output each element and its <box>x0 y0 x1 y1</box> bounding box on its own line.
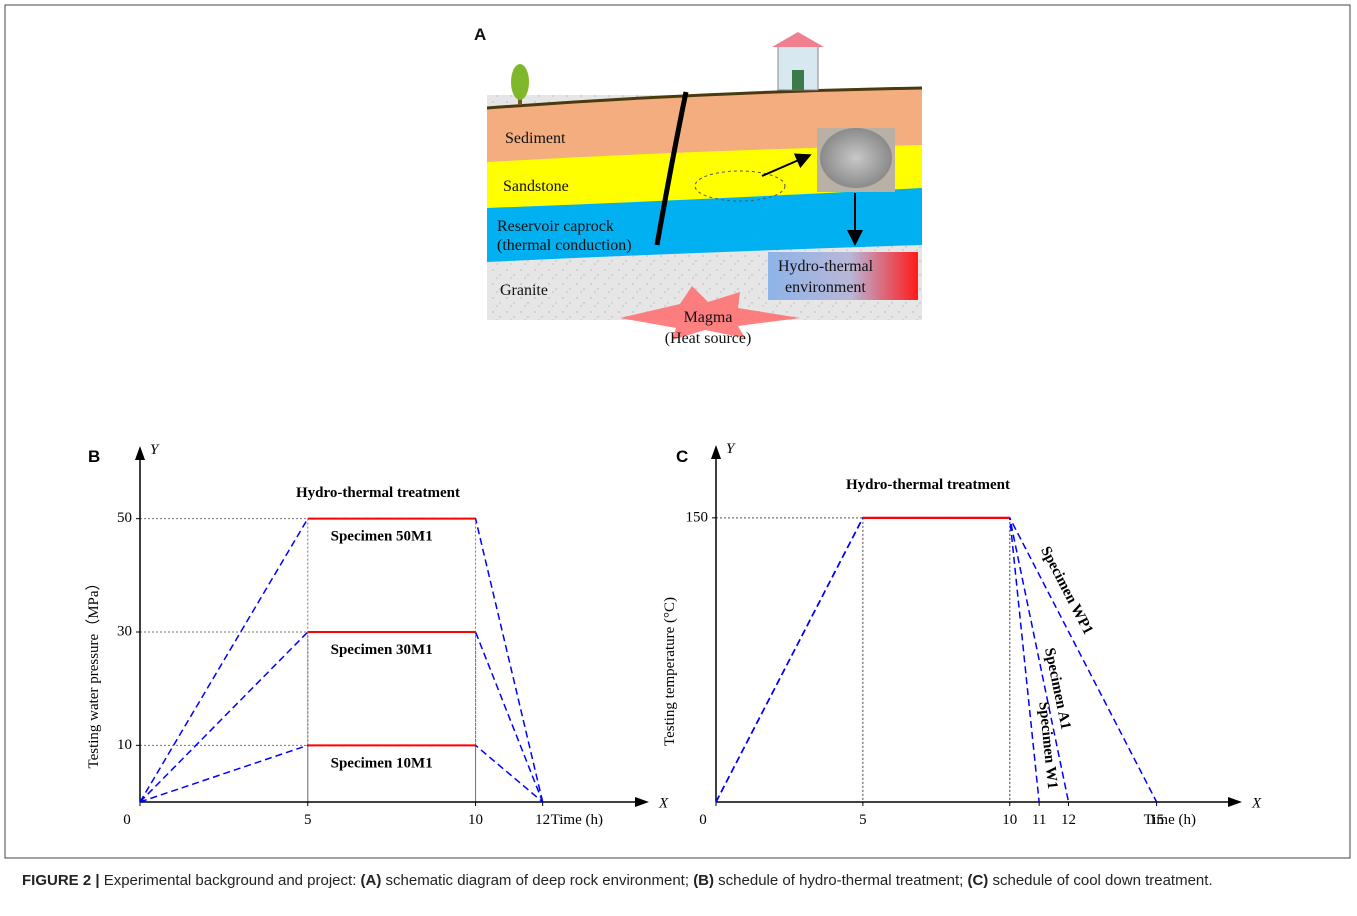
x-tick-label: 0 <box>699 812 707 828</box>
y-axis-name: Y <box>150 442 160 458</box>
y-tick-label: 30 <box>117 623 132 639</box>
page: { "diagram": { "panel_label": "A", "laye… <box>0 0 1357 916</box>
panel-label: B <box>88 447 100 466</box>
x-axis-arrow <box>1228 797 1242 807</box>
x-tick-label: 10 <box>468 812 483 828</box>
caption-part: schedule of cool down treatment. <box>988 872 1212 889</box>
caption-part: schematic diagram of deep rock environme… <box>381 872 693 889</box>
figure: A Sediment Sandstone Reservoir caprock (… <box>0 0 1357 916</box>
caption-part: (A) <box>361 872 382 889</box>
x-axis-name: X <box>658 795 669 811</box>
series-line <box>716 518 1039 802</box>
caption-part: Experimental background and project: <box>100 872 361 889</box>
annotation: Hydro-thermal treatment <box>846 477 1010 493</box>
panel-label: A <box>474 25 486 44</box>
series-label: Specimen WP1 <box>1037 544 1096 637</box>
x-tick-label: 5 <box>859 812 867 828</box>
layer-label: Sandstone <box>503 178 569 195</box>
series-line <box>716 518 1069 802</box>
caption-part: (B) <box>693 872 714 889</box>
source-label: (Heat source) <box>665 330 752 347</box>
x-tick-label: 0 <box>123 812 131 828</box>
house-door <box>792 70 804 90</box>
schematic: A Sediment Sandstone Reservoir caprock (… <box>474 25 922 347</box>
x-tick-label: 11 <box>1032 812 1046 828</box>
y-tick-label: 50 <box>117 510 132 526</box>
y-axis-name: Y <box>726 441 736 457</box>
series-label: Specimen 30M1 <box>331 642 433 658</box>
x-axis-arrow <box>635 797 649 807</box>
y-axis-label: Testing water pressure（MPa） <box>85 575 102 768</box>
series-line <box>140 745 543 802</box>
environment-label: Hydro-thermal <box>778 258 874 275</box>
annotation: Hydro-thermal treatment <box>296 485 460 501</box>
series-label: Specimen 10M1 <box>331 755 433 771</box>
x-tick-label: 15 <box>1149 812 1164 828</box>
source-label: Magma <box>684 309 733 326</box>
y-axis-label: Testing temperature (°C) <box>662 597 678 746</box>
x-tick-label: 5 <box>304 812 312 828</box>
series-label: Specimen 50M1 <box>331 529 433 545</box>
x-tick-label: 10 <box>1002 812 1017 828</box>
y-axis-arrow <box>135 446 145 460</box>
y-axis-arrow <box>711 445 721 459</box>
y-tick-label: 10 <box>117 737 132 753</box>
y-tick-label: 150 <box>686 509 709 525</box>
layer-label: (thermal conduction) <box>497 237 632 254</box>
x-axis-label: Time (h) <box>551 812 603 828</box>
x-tick-label: 12 <box>535 812 550 828</box>
layer-label: Reservoir caprock <box>497 218 614 235</box>
x-tick-label: 12 <box>1061 812 1076 828</box>
panel-label: C <box>676 447 688 466</box>
caption-part: schedule of hydro-thermal treatment; <box>714 872 967 889</box>
tree <box>511 64 529 100</box>
house-roof <box>772 32 824 47</box>
charts: X Y Time (h) Testing water pressure（MPa） B Hy… <box>85 441 1262 828</box>
caption-part: (C) <box>967 872 988 889</box>
layer-label: Granite <box>500 282 548 299</box>
chart: X Y Time (h) Testing water pressure（MPa） B Hy… <box>85 442 669 828</box>
rock-sample <box>820 128 892 188</box>
caption: FIGURE 2 | Experimental background and p… <box>22 870 1342 892</box>
caption-part: FIGURE 2 | <box>22 872 100 889</box>
series-line <box>716 518 1157 802</box>
environment-label: environment <box>785 279 866 296</box>
layer-label: Sediment <box>505 130 566 147</box>
x-axis-name: X <box>1251 795 1262 811</box>
